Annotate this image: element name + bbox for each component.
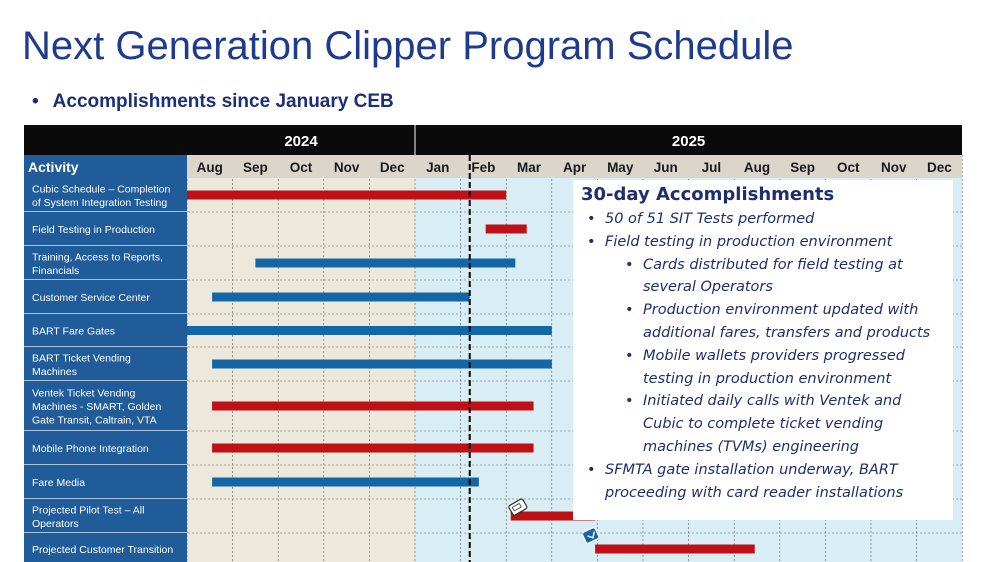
schedule-bar — [255, 258, 516, 268]
month-label: Aug — [197, 160, 223, 175]
slide-subtitle: • Accomplishments since January CEB — [32, 91, 394, 113]
activity-label-line: BART Fare Gates — [32, 326, 115, 338]
activity-label-line: Operators — [32, 518, 79, 530]
month-label: Dec — [380, 160, 405, 175]
activity-label: Cubic Schedule – Completion of System Int… — [32, 183, 170, 209]
activity-label: Mobile Phone Integration — [32, 443, 149, 455]
activity-label-line: Cubic Schedule – Completion — [32, 183, 170, 195]
activity-label-line: Machines — [32, 366, 77, 378]
schedule-bar — [212, 477, 479, 487]
activity-label-line: Financials — [32, 265, 79, 277]
activity-label: Field Testing in Production — [32, 224, 155, 236]
schedule-bar — [212, 292, 470, 302]
month-label: Jan — [426, 160, 449, 175]
month-header-row — [187, 155, 962, 178]
activity-cell — [24, 431, 187, 465]
activity-label-line: of System Integration Testing — [32, 197, 167, 209]
month-label: Nov — [881, 160, 907, 175]
activity-cell — [24, 246, 187, 280]
month-label: Apr — [563, 160, 587, 175]
activity-cell — [24, 499, 187, 533]
slide-title: Next Generation Clipper Program Schedule — [22, 24, 794, 68]
activity-label-line: Mobile Phone Integration — [32, 443, 149, 455]
activity-cell — [24, 178, 187, 212]
activity-label: Training, Access to Reports, Financials — [32, 251, 163, 277]
activity-label: Projected Customer Transition — [32, 544, 173, 556]
schedule-bar — [212, 401, 534, 411]
callout-title: 30-day Accomplishments — [581, 184, 835, 205]
activity-label: Ventek Ticket Vending Machines - SMART, G… — [32, 388, 162, 427]
activity-label: Customer Service Center — [32, 292, 150, 304]
hand-pointer-icon — [508, 498, 528, 516]
schedule-bar — [187, 190, 507, 200]
activity-cell — [24, 347, 187, 381]
activity-column: Cubic Schedule – Completion of System Int… — [24, 178, 187, 562]
callout-list: 50 of 51 SIT Tests performedField testin… — [581, 208, 945, 504]
month-label: Oct — [837, 160, 860, 175]
activity-label-line: Machines - SMART, Golden — [32, 401, 162, 413]
activity-label-line: Gate Transit, Caltrain, VTA — [32, 415, 157, 427]
schedule-bar — [212, 359, 552, 369]
callout-item: Production environment updated with addi… — [581, 299, 945, 345]
month-label: Jul — [702, 160, 722, 175]
year-label: 2024 — [284, 133, 318, 150]
activity-label: BART Fare Gates — [32, 326, 115, 338]
month-label: Aug — [744, 160, 770, 175]
month-label: Jun — [654, 160, 678, 175]
activity-label-line: Fare Media — [32, 477, 85, 489]
gantt-bars — [187, 190, 755, 554]
activity-label-line: Training, Access to Reports, — [32, 251, 163, 263]
activity-header-cell — [24, 155, 187, 178]
year-label: 2025 — [672, 133, 705, 150]
activity-label-line: Projected Pilot Test – All — [32, 504, 144, 516]
milestone-icons — [508, 498, 600, 544]
month-label: May — [607, 160, 634, 175]
month-label: Feb — [471, 160, 495, 175]
activity-label-line: Projected Customer Transition — [32, 544, 173, 556]
gantt-header: 2024 2025 Activity Aug Sep Oct Nov Dec Jan Feb Mar… — [24, 125, 962, 178]
activity-label: Fare Media — [32, 477, 85, 489]
callout-item: 50 of 51 SIT Tests performed — [581, 208, 945, 231]
year-header-bar — [24, 125, 962, 155]
month-label: Dec — [927, 160, 952, 175]
callout-item: Mobile wallets providers progressed test… — [581, 345, 945, 391]
activity-cell — [24, 280, 187, 314]
schedule-bar — [485, 224, 527, 234]
accomplishments-callout: 30-day Accomplishments 50 of 51 SIT Test… — [573, 180, 953, 520]
month-label: Nov — [334, 160, 360, 175]
activity-cell — [24, 314, 187, 347]
schedule-bar — [595, 544, 755, 554]
activity-label-line: Ventek Ticket Vending — [32, 388, 135, 400]
callout-item: Initiated daily calls with Ventek and Cu… — [581, 390, 945, 458]
activity-label: Projected Pilot Test – All Operators — [32, 504, 144, 530]
card-tap-icon — [581, 527, 600, 544]
activity-header-label: Activity — [28, 159, 79, 175]
callout-item: SFMTA gate installation underway, BART p… — [581, 459, 945, 505]
subtitle-text: Accomplishments since January CEB — [52, 91, 394, 112]
callout-item: Field testing in production environment — [581, 231, 945, 254]
schedule-bar — [510, 511, 596, 521]
activity-label-line: Customer Service Center — [32, 292, 150, 304]
activity-cell — [24, 212, 187, 246]
activity-cell — [24, 381, 187, 431]
activity-cell — [24, 533, 187, 562]
activity-cell — [24, 465, 187, 499]
body-bg-2024 — [187, 178, 415, 562]
schedule-bar — [187, 326, 552, 335]
month-label: Mar — [517, 160, 542, 175]
activity-label-line: Field Testing in Production — [32, 224, 155, 236]
month-label: Sep — [790, 160, 815, 175]
callout-item: Cards distributed for field testing at s… — [581, 254, 945, 300]
subtitle-bullet: • — [32, 91, 39, 112]
month-label: Sep — [243, 160, 268, 175]
schedule-bar — [212, 443, 534, 453]
activity-label: BART Ticket Vending Machines — [32, 352, 131, 378]
month-label: Oct — [290, 160, 313, 175]
activity-label-line: BART Ticket Vending — [32, 352, 131, 364]
